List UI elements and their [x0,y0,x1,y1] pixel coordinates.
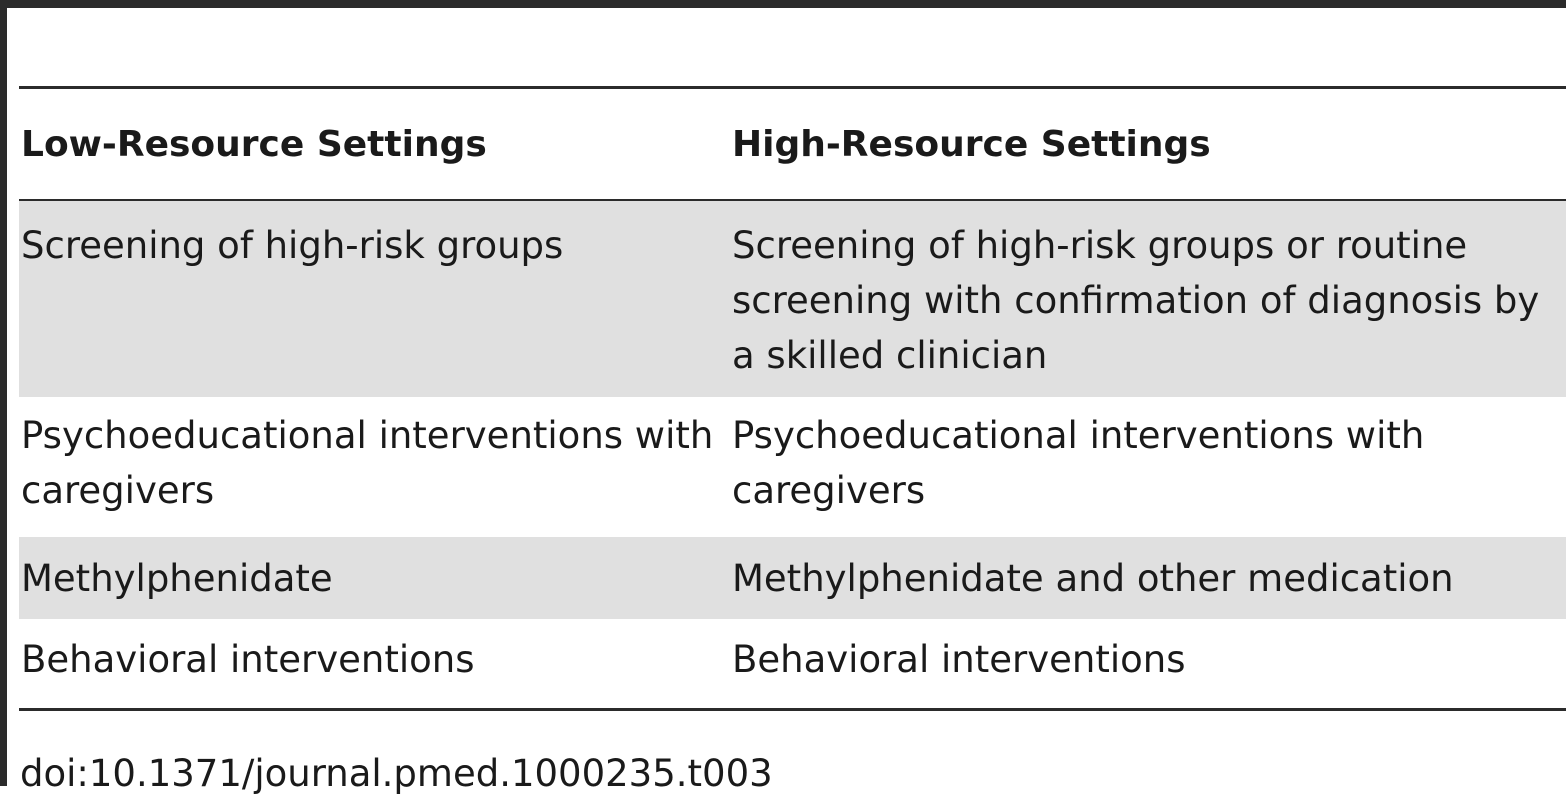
cell-low-resource: Psychoeducational interventions with car… [21,414,714,512]
top-border [0,0,1566,8]
table-top-rule [19,86,1566,89]
table-row: Behavioral interventions Behavioral inte… [19,619,1566,708]
data-table: Low-Resource Settings High-Resource Sett… [19,86,1566,711]
header-high-resource: High-Resource Settings [732,123,1211,165]
left-border [0,0,7,786]
table-row: Screening of high-risk groups Screening … [19,201,1566,397]
table-header-rule [19,199,1566,201]
cell-high-resource: Behavioral interventions [732,638,1186,681]
cell-low-resource: Methylphenidate [21,557,333,600]
cell-high-resource: Methylphenidate and other medication [732,557,1454,600]
header-low-resource: Low-Resource Settings [21,123,487,165]
table-header-row: Low-Resource Settings High-Resource Sett… [19,89,1566,199]
cell-high-resource: Screening of high-risk groups or routine… [732,224,1540,377]
table-bottom-rule [19,708,1566,711]
table-row: Methylphenidate Methylphenidate and othe… [19,537,1566,619]
doi-link[interactable]: doi:10.1371/journal.pmed.1000235.t003 [20,752,773,795]
cell-low-resource: Behavioral interventions [21,638,475,681]
cell-low-resource: Screening of high-risk groups [21,224,564,267]
cell-high-resource: Psychoeducational interventions with car… [732,414,1425,512]
table-row: Psychoeducational interventions with car… [19,397,1566,537]
